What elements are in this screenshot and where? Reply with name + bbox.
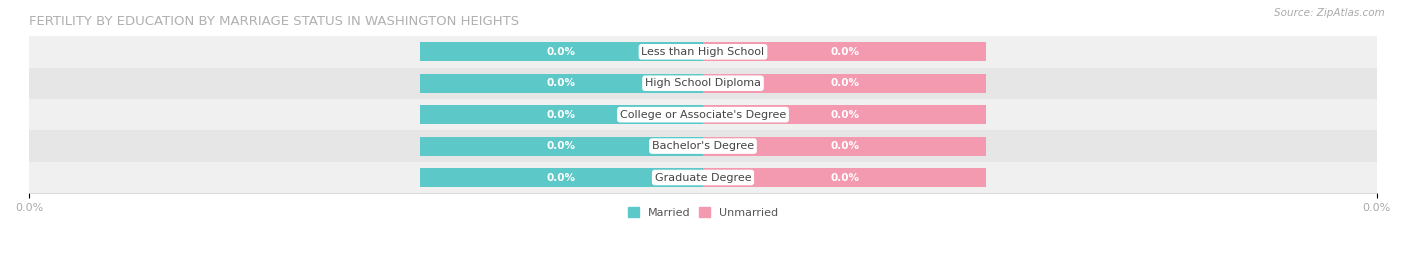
Bar [420,137,703,156]
Text: FERTILITY BY EDUCATION BY MARRIAGE STATUS IN WASHINGTON HEIGHTS: FERTILITY BY EDUCATION BY MARRIAGE STATU… [30,15,519,28]
Text: 0.0%: 0.0% [547,141,576,151]
Text: 0.0%: 0.0% [830,78,859,88]
Bar [703,105,986,124]
Bar [420,42,703,61]
Text: Graduate Degree: Graduate Degree [655,173,751,183]
Text: High School Diploma: High School Diploma [645,78,761,88]
Text: College or Associate's Degree: College or Associate's Degree [620,110,786,120]
Text: 0.0%: 0.0% [547,47,576,57]
Bar [703,74,986,93]
Text: 0.0%: 0.0% [547,173,576,183]
Text: Source: ZipAtlas.com: Source: ZipAtlas.com [1274,8,1385,18]
Bar [420,105,703,124]
Text: 0.0%: 0.0% [830,110,859,120]
Bar [30,36,1376,68]
Bar [703,42,986,61]
Text: Bachelor's Degree: Bachelor's Degree [652,141,754,151]
Bar [30,99,1376,130]
Bar [703,137,986,156]
Bar [420,74,703,93]
Text: 0.0%: 0.0% [830,173,859,183]
Bar [30,162,1376,193]
Legend: Married, Unmarried: Married, Unmarried [623,203,783,222]
Text: 0.0%: 0.0% [547,110,576,120]
Text: 0.0%: 0.0% [830,141,859,151]
Text: Less than High School: Less than High School [641,47,765,57]
Bar [703,168,986,187]
Bar [30,68,1376,99]
Text: 0.0%: 0.0% [547,78,576,88]
Bar [30,130,1376,162]
Bar [420,168,703,187]
Text: 0.0%: 0.0% [830,47,859,57]
